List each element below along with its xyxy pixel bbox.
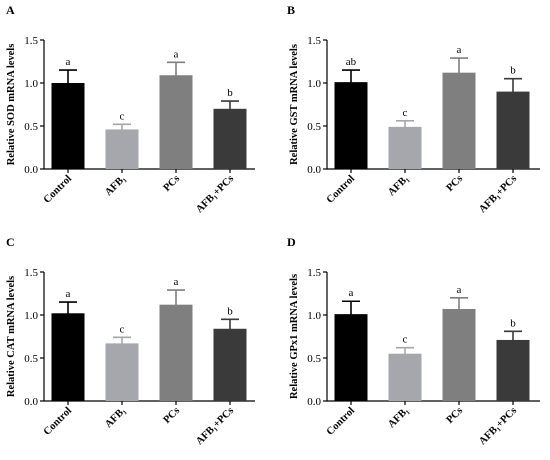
y-tick-label: 0.5 (24, 121, 38, 133)
bar (213, 328, 247, 401)
significance-letter: a (174, 48, 179, 60)
panel-letter: D (287, 235, 296, 249)
bar (442, 308, 476, 401)
significance-letter: c (403, 107, 408, 119)
x-tick-label: Control (325, 405, 357, 437)
significance-letter: c (120, 323, 125, 335)
significance-letter: b (510, 65, 516, 77)
significance-letter: c (403, 334, 408, 346)
bar (105, 343, 139, 401)
x-tick-label: AFB₁ (386, 405, 411, 430)
x-tick-label: Control (325, 173, 357, 205)
x-tick-label: AFB₁ (103, 405, 128, 430)
x-tick-label: AFB₁+PCs (194, 405, 236, 447)
bar (213, 108, 247, 169)
bar (51, 83, 85, 169)
y-tick-label: 1.5 (307, 35, 321, 47)
significance-letter: a (66, 56, 71, 68)
y-tick-label: 1.0 (24, 310, 38, 322)
y-axis-label: Relative GST mRNA levels (289, 44, 300, 165)
y-tick-label: 1.0 (307, 310, 321, 322)
bar (105, 129, 139, 169)
x-tick-label: AFB₁+PCs (194, 173, 236, 215)
x-tick-label: PCs (162, 173, 183, 194)
significance-letter: ab (346, 56, 357, 68)
x-tick-label: PCs (445, 173, 466, 194)
y-tick-label: 0.0 (307, 396, 321, 408)
x-tick-label: AFB₁ (103, 173, 128, 198)
bar (334, 82, 368, 169)
y-tick-label: 0.5 (307, 121, 321, 133)
y-tick-label: 0.5 (24, 353, 38, 365)
significance-letter: a (349, 287, 354, 299)
panel-letter: B (287, 3, 295, 17)
significance-letter: a (174, 276, 179, 288)
y-axis-label: Relative GPx1 mRNA levels (289, 274, 300, 399)
y-tick-label: 1.0 (24, 78, 38, 90)
chart-panel-d: D Relative GPx1 mRNA levels 0.0 0.5 1.0 1.5 a C… (287, 235, 540, 447)
x-tick-label: AFB₁+PCs (477, 173, 519, 215)
bar (388, 126, 422, 169)
significance-letter: a (457, 44, 462, 56)
panel-letter: A (6, 3, 15, 17)
y-tick-label: 0.0 (24, 396, 38, 408)
x-tick-label: Control (42, 405, 74, 437)
bar (159, 75, 193, 169)
y-tick-label: 1.5 (307, 267, 321, 279)
y-tick-label: 0.5 (307, 353, 321, 365)
x-tick-label: PCs (162, 405, 183, 426)
panel-letter: C (6, 235, 15, 249)
y-tick-label: 1.5 (24, 35, 38, 47)
significance-letter: a (66, 288, 71, 300)
significance-letter: c (120, 110, 125, 122)
bar (496, 339, 530, 401)
y-tick-label: 0.0 (24, 164, 38, 176)
y-tick-label: 1.5 (24, 267, 38, 279)
x-tick-label: Control (42, 173, 74, 205)
bar (442, 72, 476, 169)
y-tick-label: 1.0 (307, 78, 321, 90)
bar (496, 91, 530, 169)
y-tick-label: 0.0 (307, 164, 321, 176)
significance-letter: b (510, 317, 516, 329)
significance-letter: b (227, 87, 233, 99)
x-tick-label: PCs (445, 405, 466, 426)
significance-letter: a (457, 284, 462, 296)
bar (388, 353, 422, 401)
bar (159, 304, 193, 401)
chart-panel-c: C Relative CAT mRNA levels 0.0 0.5 1.0 1.5 a Co… (6, 235, 255, 447)
chart-panel-a: A Relative SOD mRNA levels 0.0 0.5 1.0 1.5 a Co… (6, 3, 255, 215)
y-axis-label: Relative SOD mRNA levels (6, 44, 17, 166)
bar (334, 314, 368, 401)
significance-letter: b (227, 305, 233, 317)
y-axis-label: Relative CAT mRNA levels (6, 276, 17, 397)
bar (51, 313, 85, 401)
x-tick-label: AFB₁+PCs (477, 405, 519, 447)
x-tick-label: AFB₁ (386, 173, 411, 198)
